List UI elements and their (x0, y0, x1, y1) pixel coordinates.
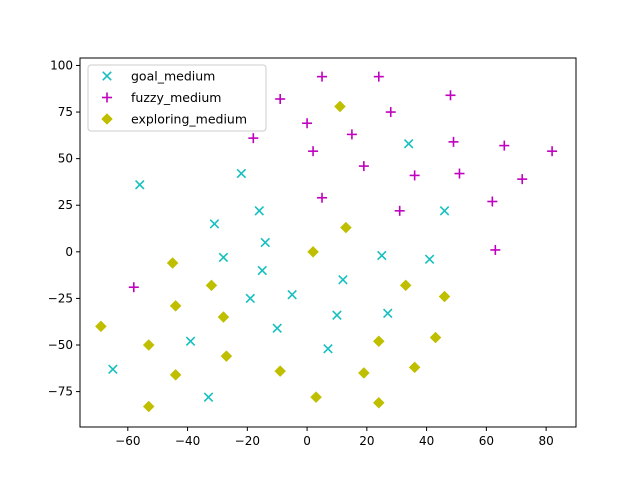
exploring_medium-point-18 (169, 368, 182, 381)
goal_medium-point-16 (382, 308, 393, 319)
x-tick-label: 20 (359, 434, 374, 448)
fuzzy_medium-point-2 (373, 71, 384, 82)
exploring_medium-point-5 (205, 279, 218, 292)
exploring_medium-point-9 (217, 311, 230, 323)
fuzzy_medium-point-16 (517, 174, 528, 185)
fuzzy_medium-point-8 (248, 133, 259, 144)
exploring_medium-point-7 (399, 279, 412, 292)
fuzzy_medium-point-11 (547, 146, 558, 157)
fuzzy_medium-point-7 (346, 129, 357, 140)
goal_medium-point-10 (338, 275, 348, 285)
goal_medium-point-15 (332, 310, 342, 320)
exploring_medium-point-15 (274, 365, 287, 377)
legend-label-goal_medium: goal_medium (131, 69, 215, 84)
goal_medium-point-6 (218, 252, 229, 263)
y-tick-label: 100 (50, 58, 73, 72)
exploring_medium-point-19 (310, 391, 322, 404)
goal_medium-point-18 (185, 336, 196, 347)
fuzzy_medium-point-21 (128, 282, 139, 293)
x-axis: −60 −40 −20 0 20 40 60 80 (115, 427, 554, 448)
goal_medium-point-11 (377, 250, 387, 261)
fuzzy_medium-point-19 (487, 196, 498, 207)
goal_medium-point-19 (323, 343, 333, 354)
goal_medium-point-21 (203, 392, 214, 402)
exploring_medium-point-11 (142, 339, 155, 351)
plot-frame (79, 57, 577, 428)
fuzzy_medium-point-3 (275, 94, 286, 104)
fuzzy_medium-point-14 (409, 170, 420, 181)
fuzzy_medium-point-15 (454, 168, 465, 179)
goal_medium-point-1 (134, 179, 145, 190)
x-tick-label: 60 (479, 434, 494, 448)
goal_medium-point-17 (272, 323, 282, 333)
x-tick-label: −20 (235, 434, 260, 448)
goal_medium-point-14 (403, 138, 414, 149)
exploring_medium-point-16 (408, 361, 421, 374)
y-tick-label: 75 (58, 105, 73, 119)
x-tick-label: 80 (538, 434, 553, 448)
exploring_medium-point-14 (220, 350, 233, 363)
legend-marker-goal_medium (102, 71, 112, 81)
exploring_medium-point-13 (429, 331, 442, 344)
y-tick-label: −50 (48, 338, 73, 352)
legend-marker-exploring_medium (101, 113, 113, 125)
legend: goal_medium fuzzy_medium exploring_medium (87, 64, 267, 132)
goal_medium-point-12 (424, 254, 435, 265)
exploring_medium-point-10 (95, 320, 107, 333)
goal_medium-point-13 (439, 206, 450, 216)
fuzzy_medium-point-20 (490, 244, 501, 255)
goal_medium-point-3 (209, 219, 220, 229)
exploring_medium-point-1 (334, 100, 346, 113)
exploring_medium-point-3 (307, 245, 319, 258)
fuzzy_medium-point-13 (358, 161, 369, 172)
fuzzy_medium-point-1 (317, 71, 328, 82)
legend-marker-fuzzy_medium (102, 92, 112, 103)
goal_medium-point-4 (254, 206, 265, 216)
goal_medium-point-5 (260, 237, 271, 248)
exploring_medium-point-4 (166, 257, 179, 269)
goal_medium-point-8 (245, 293, 256, 304)
y-tick-label: 0 (65, 245, 73, 259)
fuzzy_medium-point-4 (385, 107, 396, 118)
x-tick-label: −60 (115, 434, 140, 448)
legend-label-exploring_medium: exploring_medium (131, 112, 247, 127)
exploring_medium-point-17 (358, 367, 370, 379)
goal_medium-point-7 (257, 265, 268, 276)
goal_medium-point-2 (236, 168, 247, 179)
exploring_medium-point-20 (142, 400, 155, 413)
fuzzy_medium-point-17 (317, 192, 328, 203)
fuzzy_medium-point-6 (302, 118, 313, 129)
y-tick-label: 50 (58, 152, 73, 166)
exploring_medium-point-2 (340, 221, 352, 234)
legend-box (87, 64, 267, 132)
goal_medium-point-9 (287, 289, 297, 300)
y-tick-label: −25 (48, 291, 73, 305)
legend-label-fuzzy_medium: fuzzy_medium (131, 90, 221, 105)
y-axis: −75 −50 −25 0 25 50 75 100 (48, 58, 80, 399)
exploring_medium-point-12 (372, 335, 385, 348)
exploring_medium-point-8 (438, 290, 451, 303)
y-tick-label: 25 (58, 198, 73, 212)
x-tick-label: −40 (175, 434, 200, 448)
exploring_medium-point-21 (372, 396, 385, 409)
exploring_medium-point-6 (169, 300, 182, 312)
fuzzy_medium-point-18 (394, 205, 405, 216)
fuzzy_medium-point-10 (499, 140, 510, 151)
fuzzy_medium-point-12 (308, 146, 319, 157)
fuzzy_medium-point-9 (448, 136, 459, 147)
plot-marks (95, 71, 558, 413)
goal_medium-point-20 (108, 364, 118, 374)
y-tick-label: −75 (48, 385, 73, 399)
x-tick-label: 40 (419, 434, 434, 448)
fuzzy_medium-point-5 (445, 90, 456, 101)
x-tick-label: 0 (303, 434, 311, 448)
